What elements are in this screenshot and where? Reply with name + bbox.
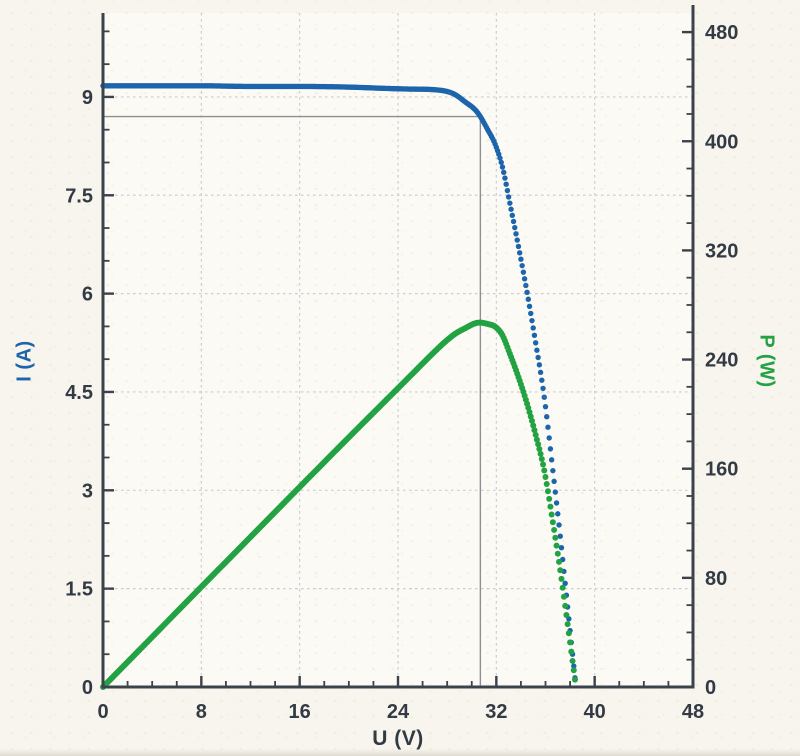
tick-label: 48 xyxy=(682,701,704,723)
right-y-axis-title: P (W) xyxy=(755,334,778,388)
tick-label: 400 xyxy=(705,131,738,153)
tick-label: 3 xyxy=(82,480,93,502)
iv-curve-series xyxy=(100,83,578,681)
x-axis-title: U (V) xyxy=(372,727,424,750)
tick-label: 0 xyxy=(82,677,93,699)
tick-label: 240 xyxy=(705,350,738,372)
tick-label: 4.5 xyxy=(65,382,93,404)
tick-label: 24 xyxy=(387,701,410,723)
ticks xyxy=(101,30,695,689)
tick-label: 16 xyxy=(289,701,311,723)
tick-label: 320 xyxy=(705,240,738,262)
tick-label: 480 xyxy=(705,22,738,44)
tick-label: 40 xyxy=(584,701,606,723)
tick-label: 8 xyxy=(196,701,207,723)
scan-edge-shadow xyxy=(0,749,800,756)
tick-label: 7.5 xyxy=(65,185,93,207)
tick-label: 9 xyxy=(82,87,93,109)
pv-curve-series xyxy=(100,319,578,690)
tick-label: 6 xyxy=(82,284,93,306)
tick-label: 1.5 xyxy=(65,579,93,601)
tick-label: 32 xyxy=(485,701,507,723)
tick-label: 0 xyxy=(97,701,108,723)
tick-labels: 0 8 16 24 32 40 4801.534.567.59080160240320400… xyxy=(65,22,738,723)
tick-label: 0 xyxy=(705,677,716,699)
gridlines xyxy=(103,13,693,687)
left-y-axis-title: I (A) xyxy=(13,340,36,382)
tick-label: 160 xyxy=(705,459,738,481)
tick-label: 80 xyxy=(705,568,727,590)
mpp-crosshair-lines xyxy=(103,115,482,687)
